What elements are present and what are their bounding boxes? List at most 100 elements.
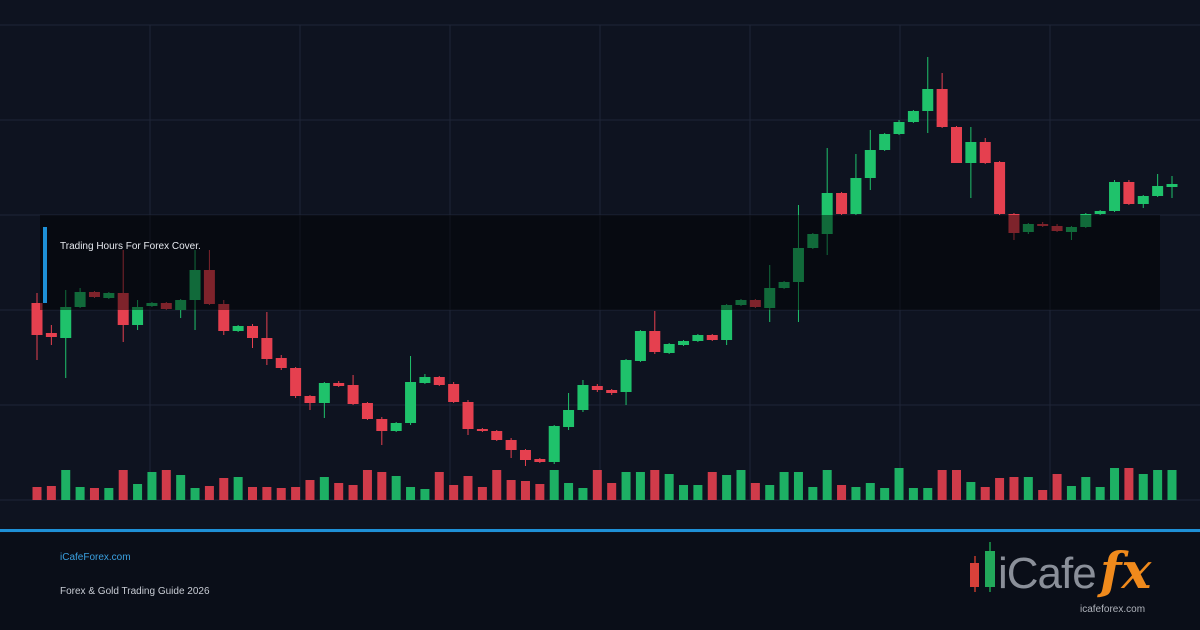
candle-body (132, 307, 144, 325)
volume-bar (722, 475, 732, 500)
candle-body (376, 419, 388, 431)
volume-bar (46, 486, 56, 500)
candle-body (678, 341, 690, 345)
candle-body (965, 142, 977, 163)
annotation-box (40, 215, 1160, 310)
volume-bar (693, 485, 703, 500)
volume-bar (937, 470, 947, 500)
volume-bar (880, 488, 890, 500)
candle-body (1065, 227, 1077, 232)
candle-body (1022, 224, 1034, 232)
candle-body (1037, 224, 1049, 226)
volume-bar (233, 477, 243, 500)
candle-body (1166, 184, 1178, 187)
logo-url: icafeforex.com (1080, 604, 1145, 615)
volume-bar (362, 470, 372, 500)
volume-bar (980, 487, 990, 500)
volume-bar (664, 474, 674, 500)
candle-body (247, 326, 259, 338)
logo-icon (985, 551, 995, 587)
candle-body (261, 338, 273, 359)
volume-bar (133, 484, 143, 500)
candle-body (405, 382, 417, 423)
volume-bar (89, 488, 99, 500)
volume-bar (908, 488, 918, 500)
volume-bar (477, 487, 487, 500)
candle-body (792, 248, 804, 282)
candle-body (807, 234, 819, 248)
volume-bar (377, 472, 387, 500)
candle-body (606, 390, 618, 393)
footer-bg (0, 533, 1200, 630)
candle-body (706, 335, 718, 340)
candle-body (620, 360, 632, 392)
volume-bar (1023, 477, 1033, 500)
candle-body (749, 300, 761, 307)
candle-body (950, 127, 962, 163)
candle-body (591, 386, 603, 390)
logo: iCafe fx icafeforex.com (970, 541, 1153, 615)
candle-body (146, 303, 158, 306)
logo-icon (970, 563, 979, 587)
candle-body (1094, 211, 1106, 214)
volume-bar (61, 470, 71, 500)
volume-bar (118, 470, 128, 500)
candle-body (275, 358, 287, 368)
volume-bar (564, 483, 574, 500)
candle-body (347, 385, 359, 404)
candle-body (232, 326, 244, 331)
candle-body (117, 293, 129, 325)
candle-body (189, 270, 201, 300)
volume-bar (779, 472, 789, 500)
volume-bar (995, 478, 1005, 500)
logo-accent: fx (1097, 541, 1153, 600)
volume-bar (176, 475, 186, 500)
annotation-marker (43, 227, 47, 303)
volume-bar (1095, 487, 1105, 500)
volume-bar (204, 486, 214, 500)
candle-body (922, 89, 934, 111)
volume-bar (104, 488, 114, 500)
volume-bar (449, 485, 459, 500)
candle-body (476, 429, 488, 431)
volume-bar (793, 472, 803, 500)
candle-body (836, 193, 848, 214)
candle-body (1109, 182, 1121, 211)
volume-bar (549, 470, 559, 500)
candle-body (907, 111, 919, 122)
volume-bar (492, 470, 502, 500)
volume-bar (635, 472, 645, 500)
candle-body (505, 440, 517, 450)
candle-body (893, 122, 905, 134)
volume-bar (406, 487, 416, 500)
candle-body (649, 331, 661, 352)
candle-body (1137, 196, 1149, 204)
volume-bar (276, 488, 286, 500)
candle-body (979, 142, 991, 163)
volume-bar (894, 468, 904, 500)
volume-bar (1153, 470, 1163, 500)
candle-body (390, 423, 402, 431)
candle-body (419, 377, 431, 383)
volume-bar (851, 487, 861, 500)
candle-body (433, 377, 445, 385)
candle-body (850, 178, 862, 214)
volume-bar (578, 488, 588, 500)
candle-body (45, 333, 57, 337)
volume-bar (951, 470, 961, 500)
volume-bar (319, 477, 329, 500)
volume-bar (32, 487, 42, 500)
volume-bar (923, 488, 933, 500)
candle-body (31, 303, 43, 335)
volume-bar (1066, 486, 1076, 500)
candle-body (879, 134, 891, 150)
candle-body (821, 193, 833, 234)
candle-body (448, 384, 460, 402)
volume-bar (463, 476, 473, 500)
candle-body (1051, 226, 1063, 231)
volume-bar (190, 488, 200, 500)
logo-text: iCafe (998, 549, 1096, 598)
volume-bar (434, 472, 444, 500)
volume-bar (262, 487, 272, 500)
